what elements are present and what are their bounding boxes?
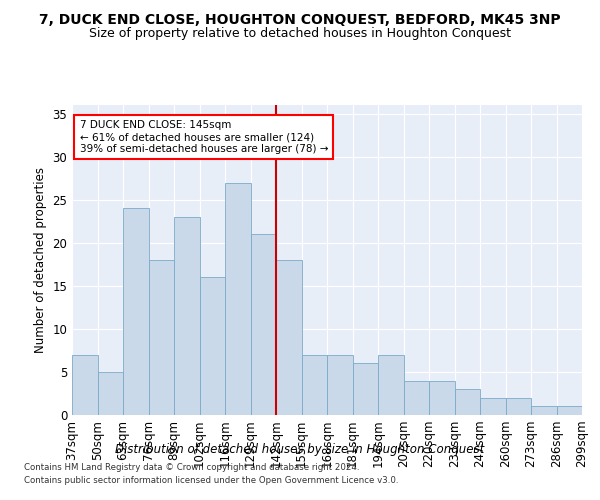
Bar bbox=[199, 277, 225, 415]
Bar bbox=[302, 354, 327, 415]
Bar bbox=[557, 406, 582, 415]
Y-axis label: Number of detached properties: Number of detached properties bbox=[34, 167, 47, 353]
Text: 7, DUCK END CLOSE, HOUGHTON CONQUEST, BEDFORD, MK45 3NP: 7, DUCK END CLOSE, HOUGHTON CONQUEST, BE… bbox=[39, 12, 561, 26]
Bar bbox=[505, 398, 531, 415]
Text: Contains public sector information licensed under the Open Government Licence v3: Contains public sector information licen… bbox=[24, 476, 398, 485]
Bar bbox=[353, 364, 378, 415]
Bar bbox=[225, 182, 251, 415]
Bar bbox=[531, 406, 557, 415]
Text: Distribution of detached houses by size in Houghton Conquest: Distribution of detached houses by size … bbox=[115, 442, 485, 456]
Bar bbox=[455, 389, 480, 415]
Bar bbox=[378, 354, 404, 415]
Bar bbox=[404, 380, 429, 415]
Bar bbox=[429, 380, 455, 415]
Bar bbox=[123, 208, 149, 415]
Bar bbox=[276, 260, 302, 415]
Bar bbox=[251, 234, 276, 415]
Bar bbox=[174, 217, 199, 415]
Text: Size of property relative to detached houses in Houghton Conquest: Size of property relative to detached ho… bbox=[89, 28, 511, 40]
Text: 7 DUCK END CLOSE: 145sqm
← 61% of detached houses are smaller (124)
39% of semi-: 7 DUCK END CLOSE: 145sqm ← 61% of detach… bbox=[80, 120, 328, 154]
Bar bbox=[149, 260, 174, 415]
Bar bbox=[327, 354, 353, 415]
Bar bbox=[480, 398, 505, 415]
Bar bbox=[97, 372, 123, 415]
Bar bbox=[72, 354, 97, 415]
Text: Contains HM Land Registry data © Crown copyright and database right 2024.: Contains HM Land Registry data © Crown c… bbox=[24, 464, 359, 472]
